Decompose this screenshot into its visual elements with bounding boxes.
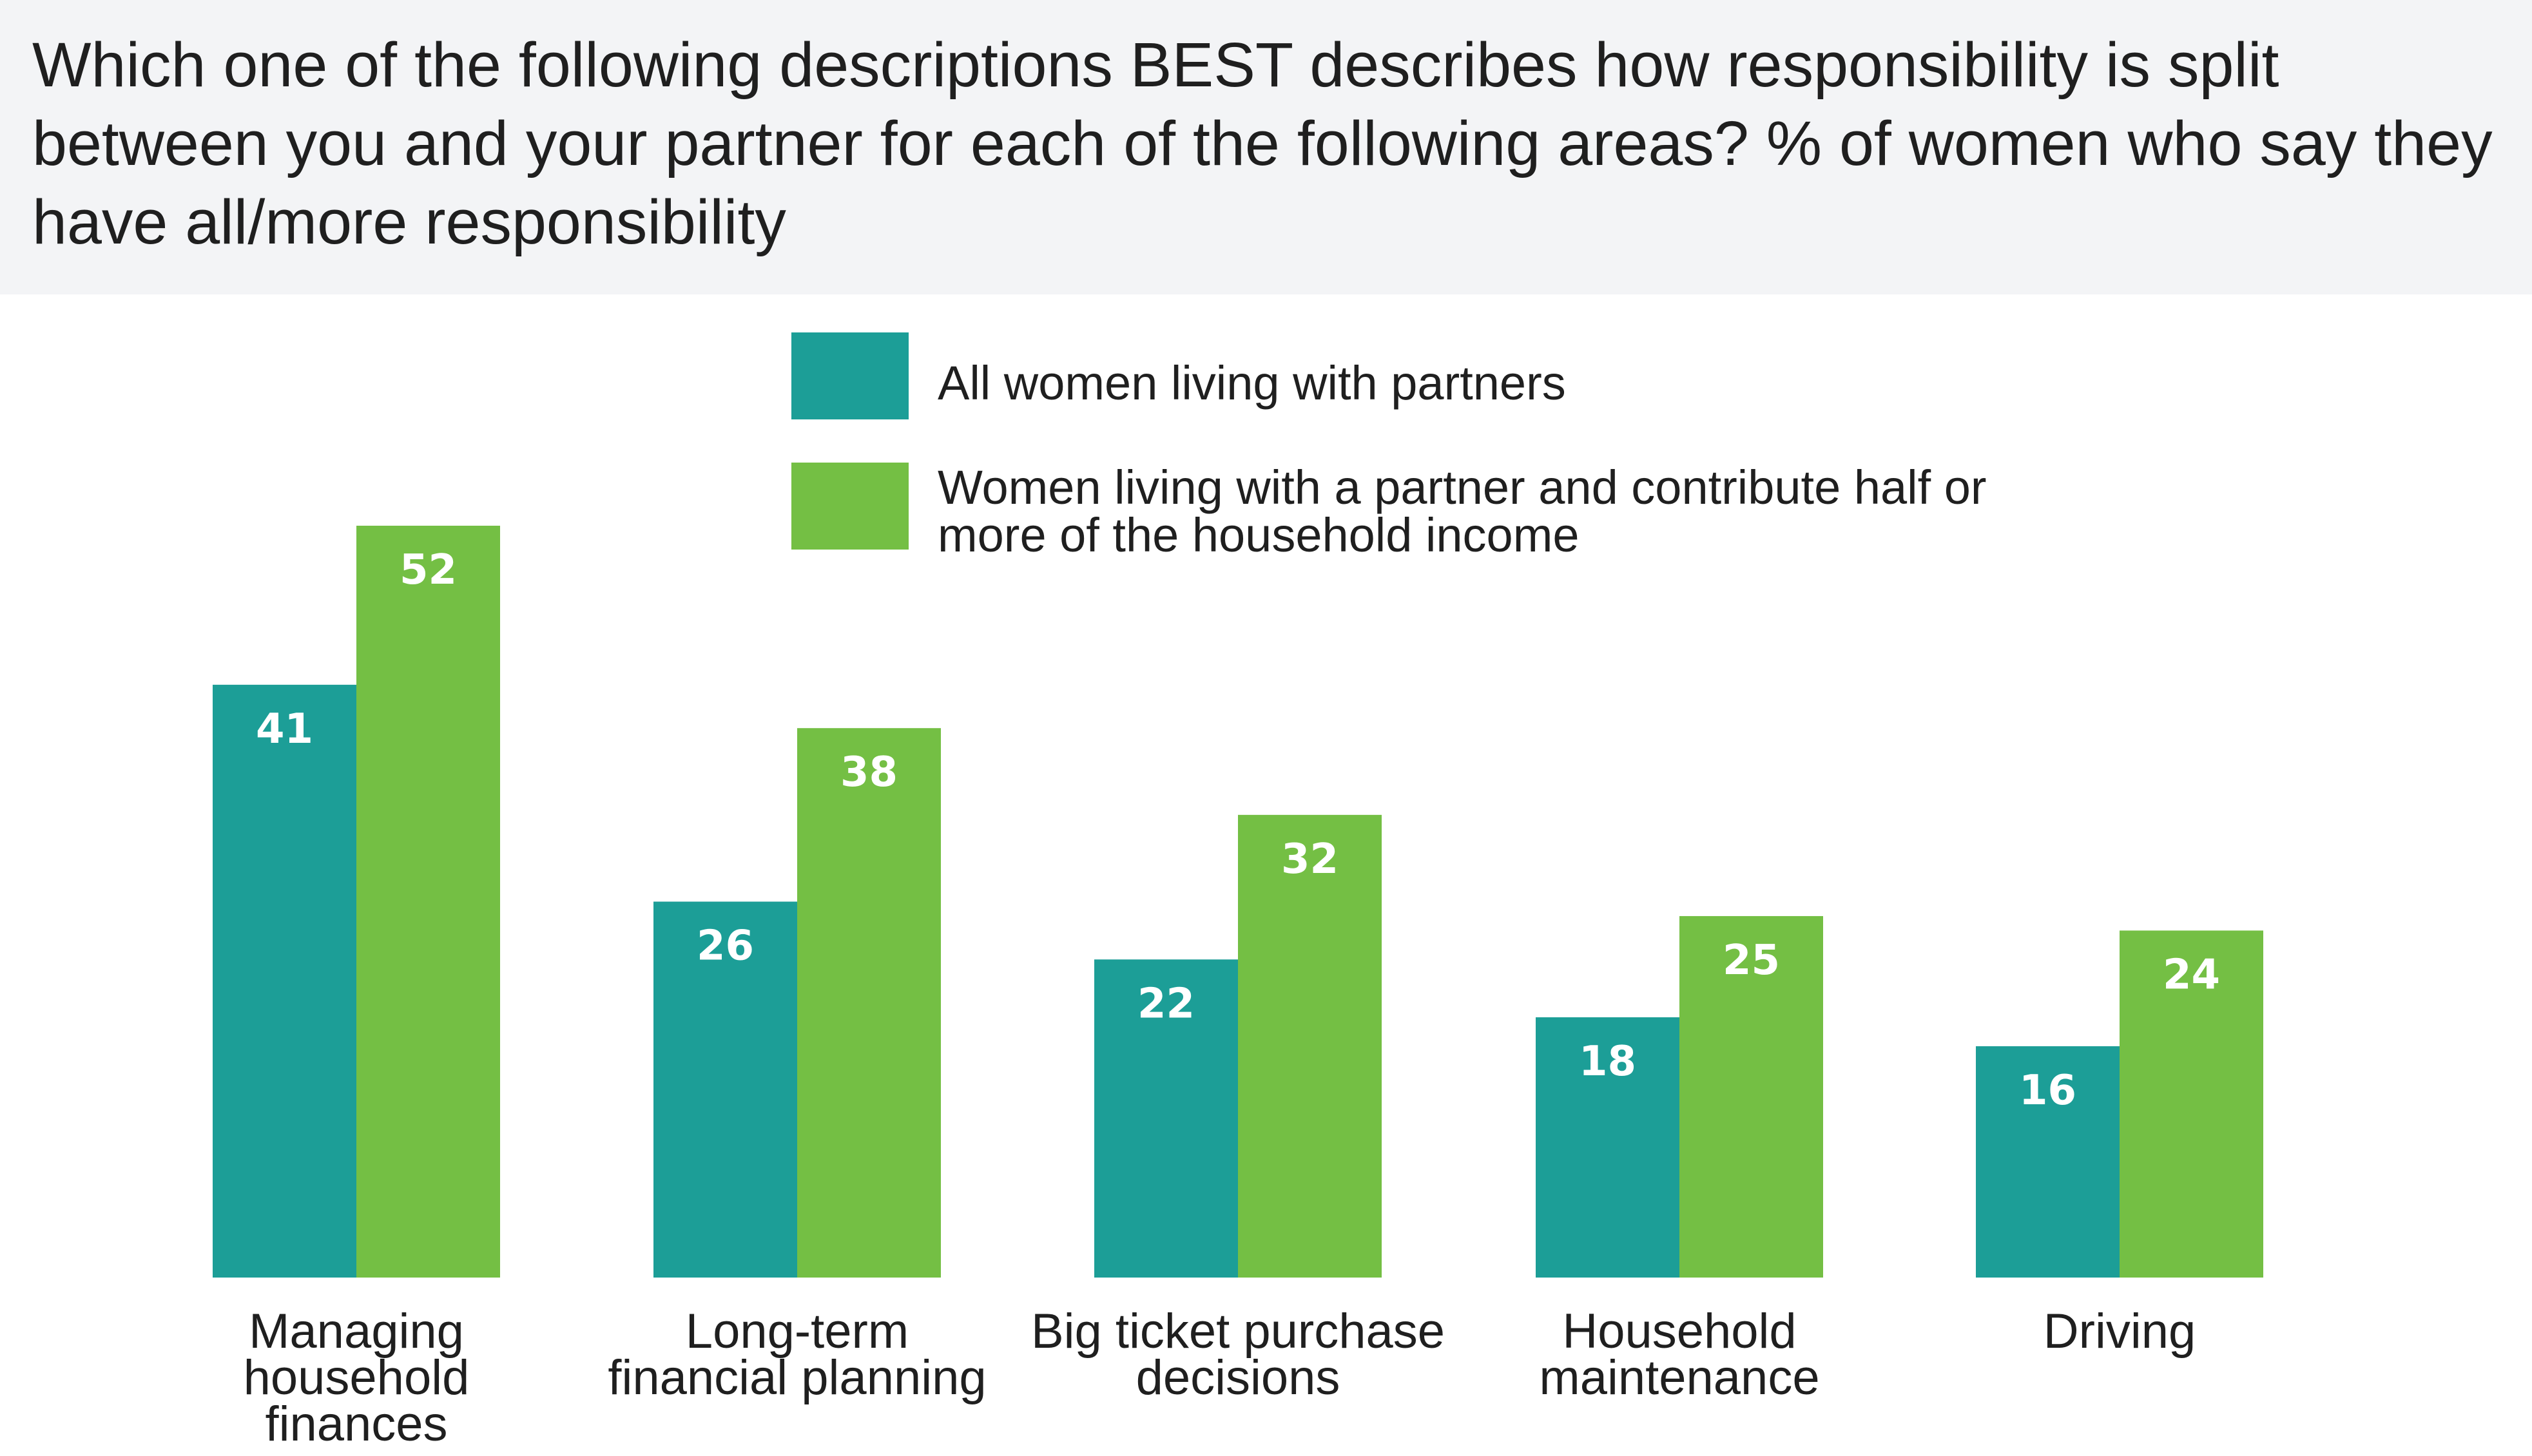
data-label-long-term-financial-planning-series-1: 26 <box>697 923 754 970</box>
bar-managing-household-finances-series-2 <box>356 526 500 1278</box>
legend-label-all-women: All women living with partners <box>938 356 1566 410</box>
legend-label-half-income: Women living with a partner and contribu… <box>938 461 1987 562</box>
data-label-driving-series-2: 24 <box>2163 951 2220 999</box>
bar-long-term-financial-planning-series-2 <box>797 728 941 1278</box>
bar-big-ticket-purchase-decisions-series-2 <box>1238 814 1382 1278</box>
data-label-managing-household-finances-series-1: 41 <box>256 705 313 753</box>
category-label-household-maintenance: Household maintenance <box>1539 1304 1819 1405</box>
category-label-driving: Driving <box>2044 1304 2196 1359</box>
bar-managing-household-finances-series-1 <box>213 684 356 1278</box>
data-label-big-ticket-purchase-decisions-series-1: 22 <box>1137 980 1195 1028</box>
bar-driving-series-1 <box>1976 1046 2120 1278</box>
title-band: Which one of the following descriptions … <box>0 0 2532 294</box>
category-label-long-term-financial-planning: Long-term financial planning <box>608 1304 986 1405</box>
data-label-long-term-financial-planning-series-2: 38 <box>840 749 898 796</box>
data-label-managing-household-finances-series-2: 52 <box>400 546 457 594</box>
legend-swatch-half-income <box>791 463 909 550</box>
legend-swatch-all-women <box>791 332 909 419</box>
bar-long-term-financial-planning-series-1 <box>653 901 797 1278</box>
data-label-household-maintenance-series-1: 18 <box>1579 1038 1636 1086</box>
data-label-big-ticket-purchase-decisions-series-2: 32 <box>1281 836 1338 883</box>
category-label-managing-household-finances: Managing household finances <box>244 1304 470 1451</box>
category-label-big-ticket-purchase-decisions: Big ticket purchase decisions <box>1031 1304 1445 1405</box>
bar-household-maintenance-series-1 <box>1536 1017 1679 1278</box>
chart-title: Which one of the following descriptions … <box>32 30 2493 257</box>
bar-household-maintenance-series-2 <box>1679 915 1823 1278</box>
data-label-driving-series-1: 16 <box>2019 1067 2076 1115</box>
data-label-household-maintenance-series-2: 25 <box>1723 937 1780 984</box>
bar-big-ticket-purchase-decisions-series-1 <box>1094 959 1238 1278</box>
bar-driving-series-2 <box>2120 930 2263 1278</box>
